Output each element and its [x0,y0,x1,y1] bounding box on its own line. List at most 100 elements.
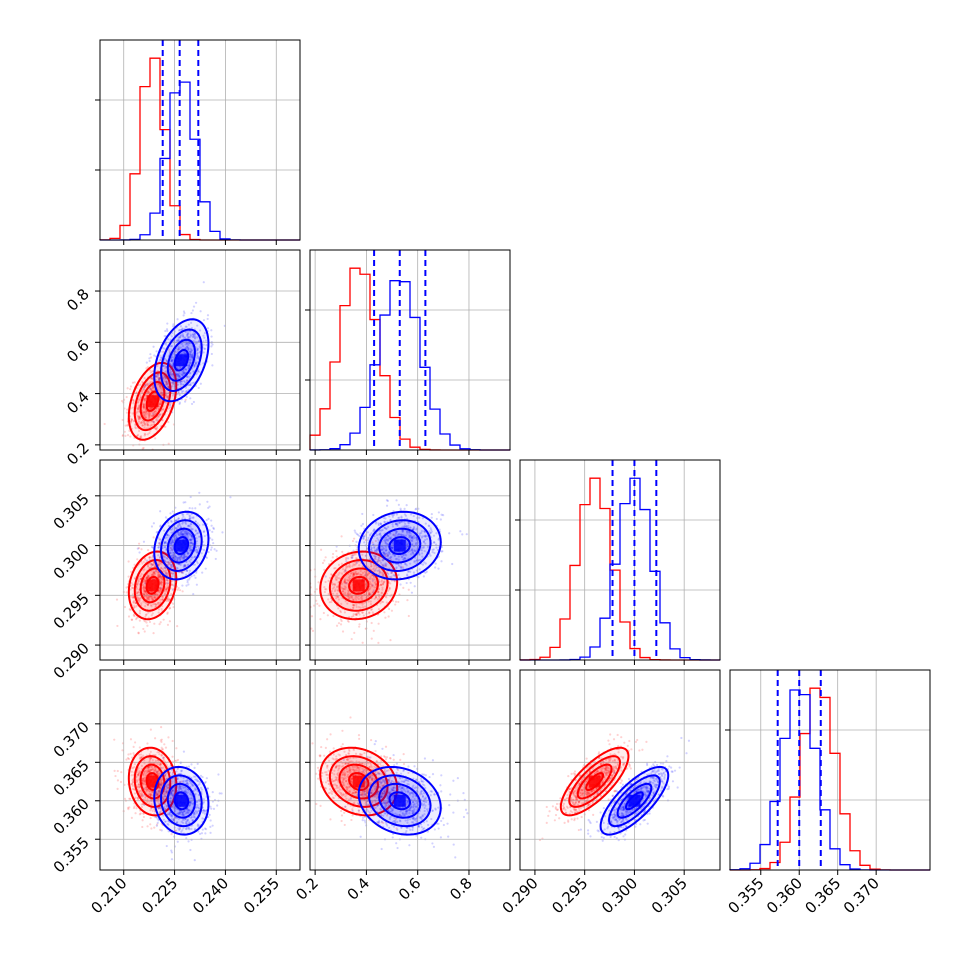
scatter-point [383,526,386,530]
scatter-point [418,568,421,571]
scatter-point [184,532,187,535]
scatter-point [159,783,162,786]
scatter-point [323,559,326,562]
scatter-point [177,339,180,342]
scatter-point [385,527,388,530]
scatter-point [362,602,365,605]
scatter-point [394,522,397,525]
scatter-point [395,531,398,534]
scatter-point [144,383,147,387]
scatter-point [190,311,193,315]
scatter-point [181,533,184,536]
scatter-point [179,380,182,383]
scatter-point [354,561,358,564]
scatter-point [129,388,132,391]
scatter-point [359,573,362,576]
scatter-point [160,577,163,580]
scatter-point [147,417,151,420]
scatter-point [359,596,363,599]
scatter-point [392,533,395,537]
scatter-point [382,581,385,585]
scatter-point [128,806,131,809]
scatter-point [159,387,163,390]
scatter-point [194,507,197,510]
scatter-point [354,563,357,566]
scatter-point [141,562,144,565]
scatter-point [178,328,181,332]
scatter-point [191,381,194,385]
scatter-point [187,365,191,368]
scatter-point [373,545,376,549]
scatter-point [371,585,374,588]
scatter-point [363,541,366,544]
scatter-point [380,583,383,586]
scatter-point [410,591,414,594]
scatter-point [391,514,394,517]
scatter-point [135,618,138,621]
scatter-point [180,555,183,558]
scatter-point [184,555,188,559]
scatter-point [405,530,409,534]
scatter-point [149,604,153,607]
scatter-point [207,517,210,520]
scatter-point [153,571,156,575]
scatter-point [362,535,366,538]
scatter-point [129,738,133,741]
scatter-point [199,310,202,313]
scatter-point [340,572,344,575]
scatter-point [168,406,171,409]
scatter-point [178,375,181,378]
scatter-point [187,343,190,346]
scatter-point [171,540,174,543]
scatter-point [185,390,188,393]
scatter-point [390,571,393,575]
scatter-point [402,557,405,561]
scatter-point [188,356,191,359]
scatter-point [342,587,345,590]
scatter-point [363,570,367,573]
scatter-point [340,619,343,623]
scatter-point [169,512,172,515]
scatter-point [171,528,174,531]
scatter-point [170,592,173,596]
scatter-point [396,557,399,560]
scatter-point [377,522,380,525]
scatter-point [163,793,166,796]
scatter-point [156,364,159,368]
scatter-point [165,536,168,539]
scatter-point [130,618,134,621]
scatter-point [415,507,418,510]
scatter-point [146,559,149,562]
scatter-point [398,564,401,567]
scatter-point [162,758,165,762]
scatter-point [182,371,186,374]
scatter-point [194,362,198,365]
scatter-point [142,405,145,408]
scatter-point [137,433,140,436]
scatter-point [154,769,157,772]
scatter-point [155,762,159,765]
scatter-point [189,538,192,541]
scatter-point [188,516,192,520]
scatter-point [427,524,430,527]
scatter-point [150,807,153,810]
scatter-point [130,618,133,621]
scatter-point [137,767,140,770]
scatter-point [347,592,350,595]
scatter-point [169,552,172,555]
scatter-point [188,514,191,517]
scatter-point [339,623,343,626]
scatter-point [211,530,214,533]
scatter-point [165,791,169,794]
scatter-point [187,335,190,338]
scatter-point [396,523,399,526]
scatter-point [210,524,213,527]
scatter-point [154,767,157,770]
scatter-point [126,424,129,427]
scatter-point [165,590,168,593]
scatter-point [334,578,337,581]
scatter-point [370,546,373,550]
scatter-point [384,555,387,558]
scatter-point [423,549,426,553]
scatter-point [414,508,417,511]
